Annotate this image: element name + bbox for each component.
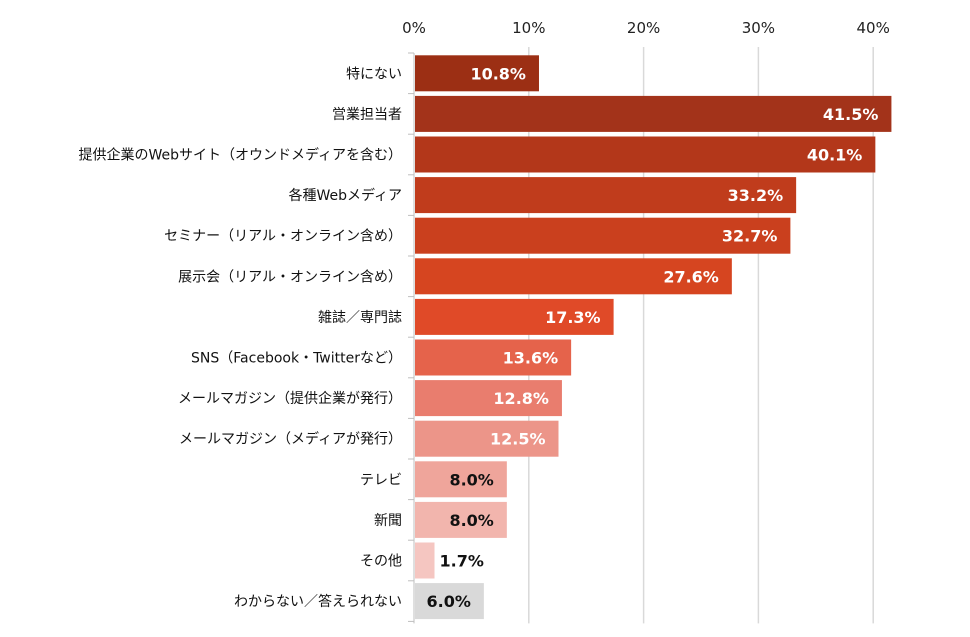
bar xyxy=(415,55,539,92)
bar xyxy=(415,420,559,457)
bar xyxy=(415,258,732,295)
bar xyxy=(415,583,484,620)
x-tick-label: 40% xyxy=(857,19,890,37)
data-label: 33.2% xyxy=(728,186,784,205)
category-label: わからない／答えられない xyxy=(234,593,402,610)
bar xyxy=(415,501,507,538)
category-label: 特にない xyxy=(346,66,402,82)
data-label: 8.0% xyxy=(449,511,493,530)
bar xyxy=(415,380,562,417)
category-label: 新聞 xyxy=(374,513,402,529)
category-label: 各種Webメディア xyxy=(288,187,402,204)
data-label: 1.7% xyxy=(440,552,484,571)
category-label: その他 xyxy=(360,554,402,570)
bar xyxy=(415,95,892,132)
category-label: 営業担当者 xyxy=(332,107,402,123)
bar xyxy=(415,339,572,376)
category-label: セミナー（リアル・オンライン含め） xyxy=(164,229,402,245)
data-label: 17.3% xyxy=(545,308,601,327)
category-label: 展示会（リアル・オンライン含め） xyxy=(178,269,402,285)
category-label: テレビ xyxy=(360,472,402,488)
data-label: 12.8% xyxy=(493,389,549,408)
data-label: 8.0% xyxy=(449,470,493,489)
data-label: 10.8% xyxy=(470,64,526,83)
data-label: 6.0% xyxy=(427,592,471,611)
x-tick-label: 30% xyxy=(742,19,775,37)
x-tick-label: 10% xyxy=(512,19,545,37)
category-label: メールマガジン（提供企業が発行） xyxy=(178,390,402,407)
data-label: 41.5% xyxy=(823,105,879,124)
category-label: SNS（Facebook・Twitterなど） xyxy=(191,351,402,367)
bar xyxy=(415,136,876,173)
data-label: 27.6% xyxy=(663,267,719,286)
x-tick-label: 20% xyxy=(627,19,660,37)
bar xyxy=(415,298,614,335)
bar xyxy=(415,461,507,498)
bar xyxy=(415,177,797,214)
bar xyxy=(415,542,435,579)
x-tick-label: 0% xyxy=(402,19,426,37)
data-label: 32.7% xyxy=(722,227,778,246)
data-label: 40.1% xyxy=(807,146,863,165)
category-label: 雑誌／専門誌 xyxy=(318,310,402,326)
data-label: 13.6% xyxy=(503,349,559,368)
category-label: メールマガジン（メディアが発行） xyxy=(179,431,402,448)
category-label: 提供企業のWebサイト（オウンドメディアを含む） xyxy=(78,147,402,164)
bar xyxy=(415,217,791,254)
data-label: 12.5% xyxy=(490,430,546,449)
